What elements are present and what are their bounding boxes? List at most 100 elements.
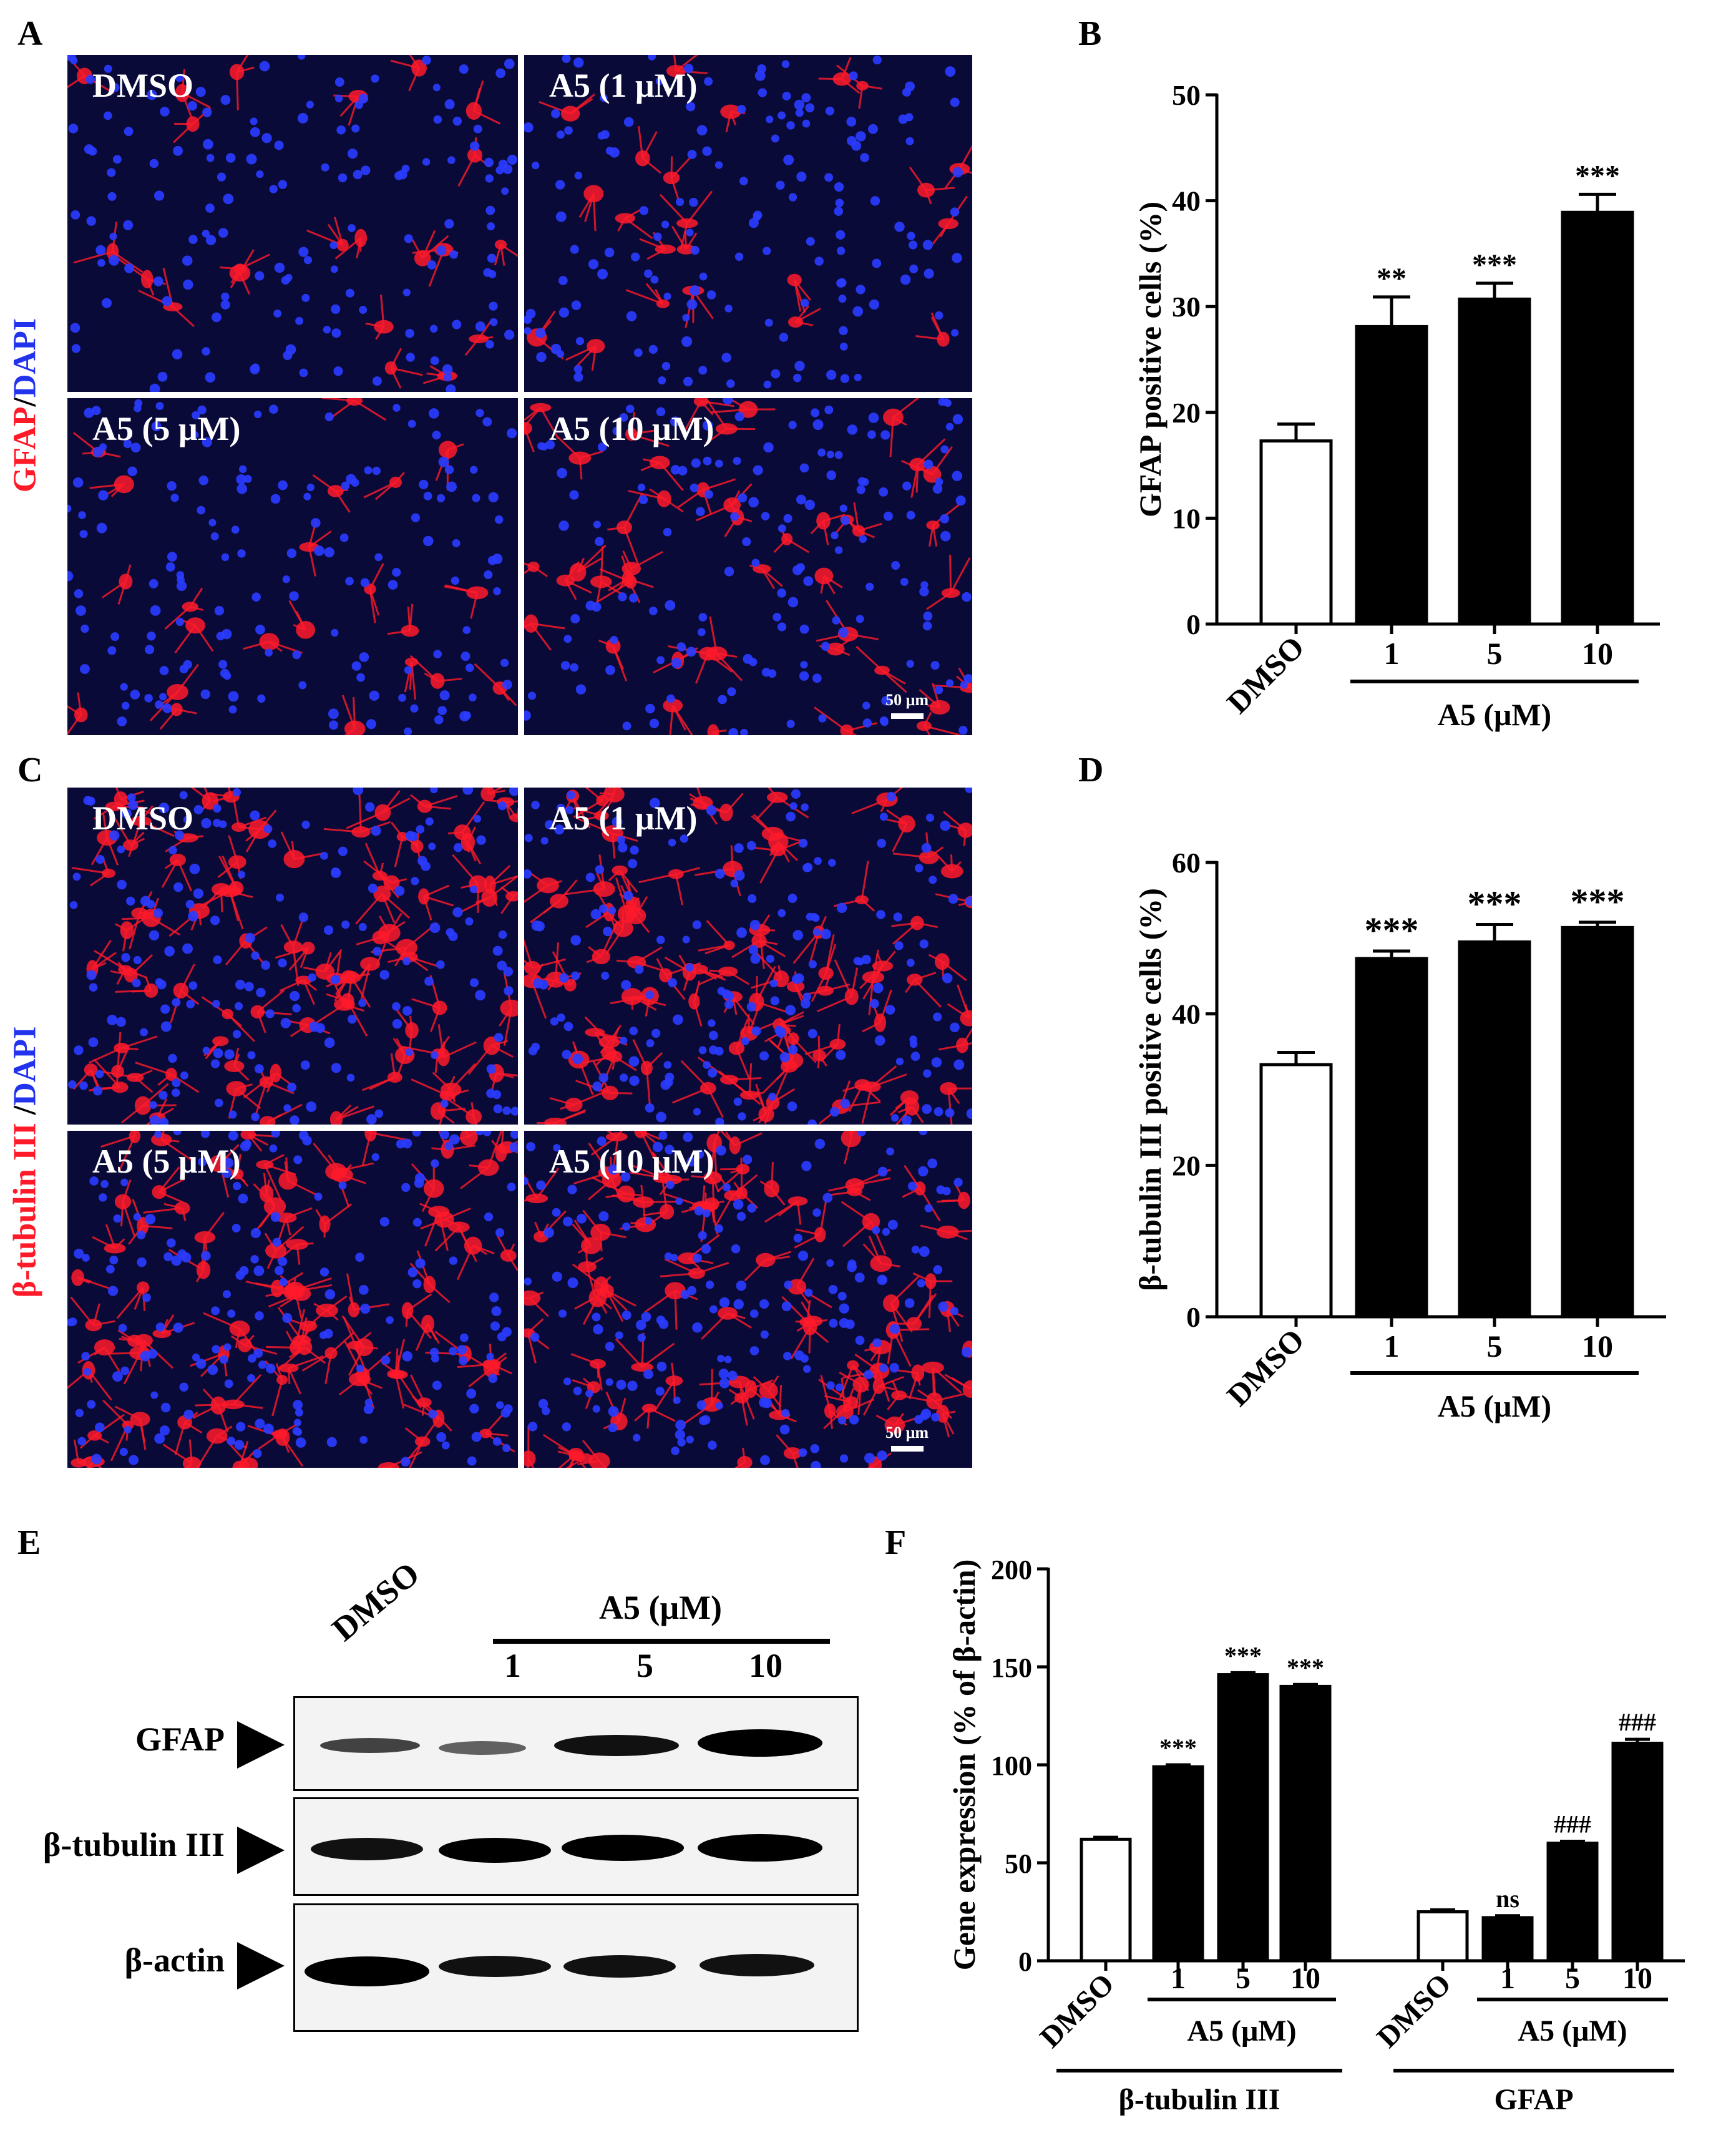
nucleus [205,235,217,245]
nucleus [840,374,849,383]
nucleus [175,617,185,627]
nucleus [699,272,708,281]
stained-cell [944,1374,972,1398]
nucleus [788,421,797,429]
nucleus [183,1409,194,1420]
nucleus [210,532,219,540]
nucleus [393,404,401,412]
nucleus [777,622,787,632]
nucleus [785,1005,796,1016]
x-category-label: 1 [1500,1962,1515,1995]
nucleus [371,74,379,83]
nucleus [643,1369,653,1379]
nucleus [100,1179,109,1188]
nucleus [466,1388,477,1399]
nucleus [469,885,478,894]
nucleus [550,343,562,354]
nucleus [563,1022,573,1032]
stained-cell [663,153,695,200]
nucleus [253,1448,262,1458]
nucleus [293,1400,303,1410]
nucleus [69,901,78,909]
nucleus [120,1178,129,1186]
nucleus [250,364,260,374]
nucleus [255,1311,264,1321]
nucleus [839,1454,849,1463]
stained-cell [115,977,158,998]
stained-cell [388,952,438,972]
nucleus [423,491,432,500]
nucleus [701,1244,711,1254]
nucleus [489,318,498,326]
nucleus [212,1345,220,1354]
stained-cell [616,946,664,972]
nucleus [637,1333,646,1342]
nucleus [261,960,271,970]
nucleus [334,94,343,103]
nucleus [257,694,266,703]
nucleus [821,642,831,651]
nucleus [429,922,441,934]
stained-cell [174,617,214,654]
gfap-stain-label: GFAP [7,406,43,493]
nucleus [665,600,676,611]
nucleus [431,1159,439,1168]
nucleus [704,490,713,499]
nucleus [778,524,786,533]
stained-cell [303,949,343,980]
stained-cell [577,818,638,859]
stained-cell [659,190,713,250]
nucleus [933,1012,942,1022]
micrograph-c-a5-1um: A5 (1 μM) [524,788,972,1125]
nucleus [170,494,179,502]
nucleus [935,477,944,486]
nucleus [189,863,200,874]
nucleus [734,412,744,422]
nucleus [778,111,786,120]
stained-cell [938,1027,972,1053]
nucleus [140,1028,149,1037]
nucleus [360,578,369,587]
nucleus [810,1444,820,1453]
y-tick-label: 60 [1172,847,1201,879]
significance-label: *** [1472,248,1517,281]
stained-cell [355,886,410,925]
nucleus [557,467,567,479]
nucleus [232,1224,241,1233]
nucleus [324,412,334,422]
x-category-label: DMSO [1220,1322,1311,1413]
nucleus [404,234,413,243]
nucleus [663,1061,672,1069]
nucleus [593,520,602,529]
stained-cell [363,860,407,891]
nucleus [894,222,905,232]
bar [1217,1673,1269,1963]
nucleus [202,437,212,447]
stained-cell [387,603,419,637]
nucleus [407,1267,418,1277]
nucleus [801,93,811,103]
nucleus [504,59,515,69]
micrograph-label: A5 (1 μM) [549,67,698,104]
bar [1458,297,1531,626]
nucleus [530,1332,540,1342]
nucleus [213,819,222,828]
nucleus [783,154,794,165]
nucleus [799,624,809,634]
nucleus [107,646,117,655]
nucleus [812,1208,821,1217]
nucleus [250,127,260,137]
y-tick-label: 10 [1172,502,1201,534]
stained-cell [110,954,154,983]
nucleus [467,1456,477,1466]
nucleus [618,592,627,602]
nucleus [415,1258,426,1269]
stained-cell [432,1063,476,1103]
nucleus [742,537,751,547]
nucleus [466,663,474,672]
nucleus [909,1040,918,1048]
nucleus [250,1255,259,1264]
stained-cell [947,984,972,1027]
nucleus [212,312,222,323]
nucleus [191,431,199,439]
